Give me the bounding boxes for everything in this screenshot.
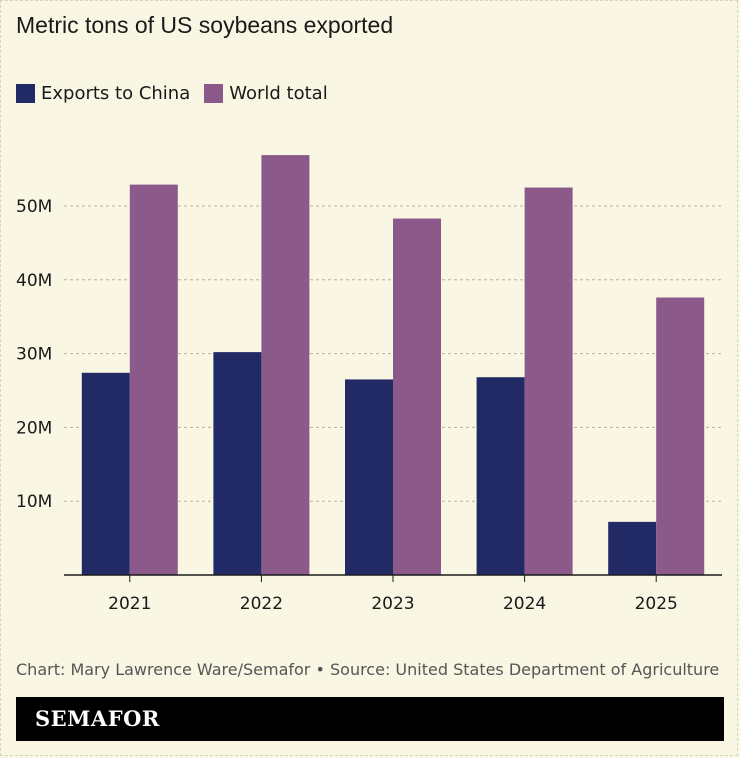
legend-label-china: Exports to China bbox=[41, 83, 191, 104]
bar-chart: 10M 20M 30M 40M 50M 2021 2022 2023 2024 2025 bbox=[16, 155, 722, 614]
bar-china-2024 bbox=[476, 377, 525, 575]
bar-world-2024 bbox=[524, 187, 573, 576]
legend-swatch-world bbox=[204, 84, 224, 103]
bar-china-2025 bbox=[608, 521, 657, 575]
bar-china-2022 bbox=[213, 352, 262, 575]
brand-bar: SEMAFOR bbox=[16, 697, 724, 741]
legend-swatch-china bbox=[16, 84, 35, 103]
legend-label-world: World total bbox=[229, 83, 328, 104]
chart-credit: Chart: Mary Lawrence Ware/Semafor • Sour… bbox=[16, 660, 720, 679]
x-tick-label: 2024 bbox=[503, 594, 546, 614]
x-tick-label: 2025 bbox=[635, 594, 678, 614]
y-tick-label: 20M bbox=[16, 418, 52, 438]
bar-world-2022 bbox=[261, 155, 310, 575]
legend-item-china: Exports to China bbox=[16, 83, 190, 104]
y-tick-label: 30M bbox=[16, 345, 52, 365]
chart-title: Metric tons of US soybeans exported bbox=[16, 12, 394, 38]
legend-item-world: World total bbox=[204, 83, 328, 104]
x-tick-label: 2023 bbox=[371, 594, 414, 614]
bar-world-2025 bbox=[656, 297, 705, 575]
bar-china-2021 bbox=[81, 372, 130, 575]
y-tick-label: 50M bbox=[16, 197, 52, 217]
x-tick-label: 2021 bbox=[108, 594, 151, 614]
bar-world-2021 bbox=[129, 184, 178, 575]
x-tick-label: 2022 bbox=[240, 594, 283, 614]
legend: Exports to China World total bbox=[16, 83, 342, 104]
bar-world-2023 bbox=[393, 218, 441, 575]
bar-china-2023 bbox=[345, 379, 393, 575]
y-tick-label: 40M bbox=[16, 271, 52, 291]
y-tick-label: 10M bbox=[16, 492, 52, 512]
brand-logo-text: SEMAFOR bbox=[35, 706, 160, 731]
